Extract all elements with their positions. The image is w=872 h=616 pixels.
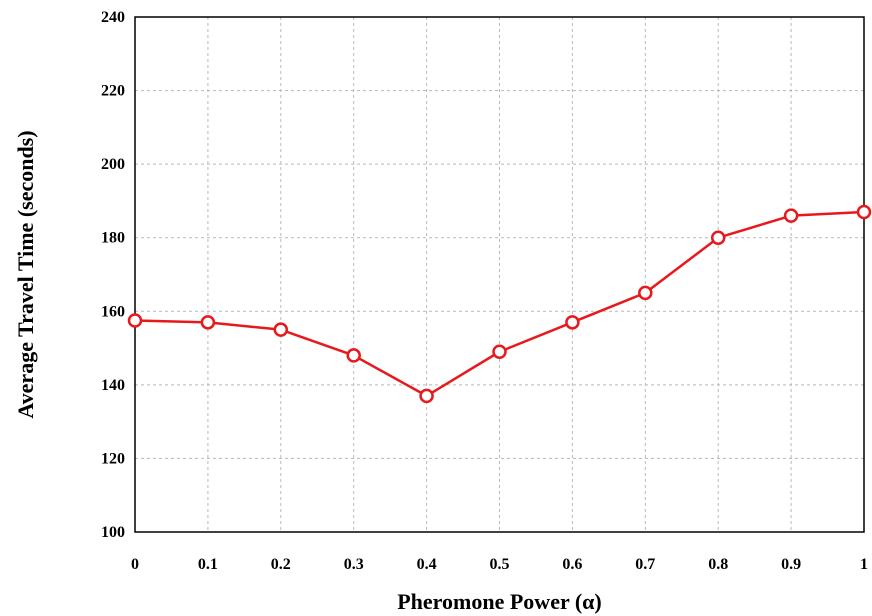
data-point bbox=[346, 348, 361, 363]
plot-area-frame bbox=[134, 16, 865, 533]
y-tick-label: 200 bbox=[101, 156, 125, 173]
data-point bbox=[783, 208, 799, 223]
x-axis-ticks: 0 0.1 0.2 0.3 0.4 0.5 0.6 0.7 0.8 0.9 1 bbox=[131, 556, 868, 573]
x-tick-label: 0.7 bbox=[635, 556, 655, 573]
x-tick-label: 0.4 bbox=[417, 556, 437, 573]
y-axis-ticks: 100 120 140 160 180 200 220 240 bbox=[101, 9, 125, 541]
y-tick-label: 160 bbox=[101, 303, 125, 320]
x-tick-label: 0.9 bbox=[781, 556, 801, 573]
x-tick-label: 0.6 bbox=[562, 556, 582, 573]
y-tick-label: 120 bbox=[101, 450, 125, 467]
data-point bbox=[273, 322, 289, 337]
x-tick-label: 0.5 bbox=[490, 556, 510, 573]
data-point bbox=[492, 344, 507, 359]
x-tick-label: 0.1 bbox=[198, 556, 218, 573]
data-point bbox=[419, 388, 434, 404]
series bbox=[127, 204, 872, 404]
y-axis-title: Average Travel Time (seconds) bbox=[13, 130, 38, 418]
y-tick-label: 140 bbox=[101, 377, 125, 394]
y-tick-label: 180 bbox=[101, 230, 125, 247]
x-axis-title: Pheromone Power (α) bbox=[397, 589, 602, 614]
data-point bbox=[710, 230, 726, 245]
x-tick-label: 0.2 bbox=[271, 556, 291, 573]
x-tick-label: 0.8 bbox=[708, 556, 728, 573]
y-tick-label: 100 bbox=[101, 524, 125, 541]
y-tick-label: 240 bbox=[101, 9, 125, 26]
data-point bbox=[200, 315, 216, 330]
grid bbox=[135, 17, 864, 532]
data-point bbox=[127, 313, 143, 328]
data-point bbox=[565, 315, 580, 330]
y-tick-label: 220 bbox=[101, 83, 125, 100]
x-tick-label: 1 bbox=[860, 556, 868, 573]
data-point bbox=[856, 204, 872, 220]
x-tick-label: 0 bbox=[131, 556, 139, 573]
data-point bbox=[638, 285, 653, 301]
x-tick-label: 0.3 bbox=[344, 556, 364, 573]
